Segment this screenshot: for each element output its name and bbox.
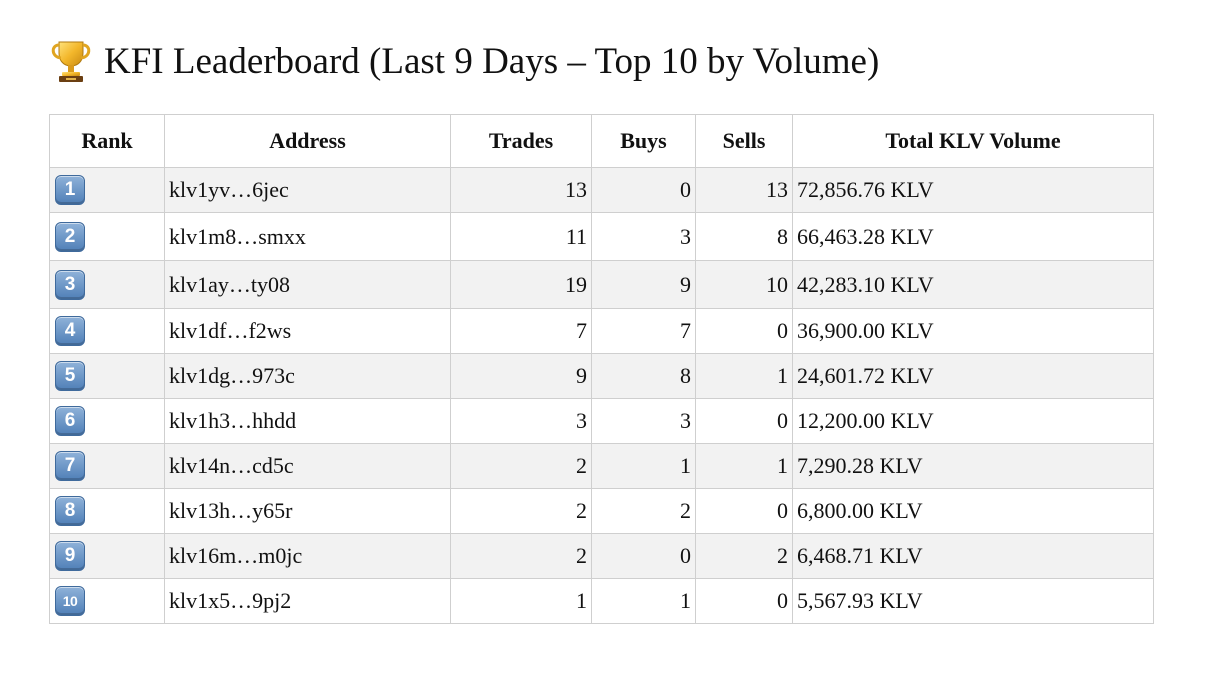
table-row: 3 klv1ay…ty08 19 9 10 42,283.10 KLV bbox=[49, 260, 1154, 309]
address-cell: klv14n…cd5c bbox=[164, 443, 451, 489]
volume-cell: 72,856.76 KLV bbox=[792, 167, 1154, 213]
trades-cell: 9 bbox=[450, 353, 592, 399]
rank-badge-icon: 4 bbox=[55, 316, 85, 346]
rank-cell: 1 bbox=[49, 167, 165, 213]
table-row: 10 klv1x5…9pj2 1 1 0 5,567.93 KLV bbox=[49, 578, 1154, 624]
address-cell: klv16m…m0jc bbox=[164, 533, 451, 579]
trades-cell: 2 bbox=[450, 443, 592, 489]
volume-cell: 24,601.72 KLV bbox=[792, 353, 1154, 399]
rank-cell: 7 bbox=[49, 443, 165, 489]
trophy-icon bbox=[50, 38, 92, 84]
buys-cell: 3 bbox=[591, 398, 696, 444]
volume-cell: 42,283.10 KLV bbox=[792, 260, 1154, 309]
rank-cell: 9 bbox=[49, 533, 165, 579]
buys-cell: 0 bbox=[591, 167, 696, 213]
sells-cell: 0 bbox=[695, 578, 793, 624]
trades-cell: 2 bbox=[450, 488, 592, 534]
rank-badge-icon: 8 bbox=[55, 496, 85, 526]
page-title: KFI Leaderboard (Last 9 Days – Top 10 by… bbox=[50, 34, 879, 88]
buys-column-header: Buys bbox=[591, 114, 696, 168]
leaderboard-table: Rank Address Trades Buys Sells Total KLV… bbox=[49, 114, 1154, 624]
trades-cell: 3 bbox=[450, 398, 592, 444]
buys-cell: 9 bbox=[591, 260, 696, 309]
sells-cell: 0 bbox=[695, 488, 793, 534]
sells-cell: 10 bbox=[695, 260, 793, 309]
rank-cell: 8 bbox=[49, 488, 165, 534]
trades-cell: 7 bbox=[450, 308, 592, 354]
address-cell: klv1dg…973c bbox=[164, 353, 451, 399]
rank-badge-icon: 10 bbox=[55, 586, 85, 616]
sells-cell: 0 bbox=[695, 308, 793, 354]
rank-cell: 5 bbox=[49, 353, 165, 399]
buys-cell: 1 bbox=[591, 578, 696, 624]
sells-cell: 1 bbox=[695, 353, 793, 399]
sells-cell: 2 bbox=[695, 533, 793, 579]
trades-cell: 13 bbox=[450, 167, 592, 213]
volume-cell: 66,463.28 KLV bbox=[792, 212, 1154, 261]
rank-badge-icon: 6 bbox=[55, 406, 85, 436]
volume-cell: 6,468.71 KLV bbox=[792, 533, 1154, 579]
rank-badge-icon: 3 bbox=[55, 269, 85, 300]
sells-column-header: Sells bbox=[695, 114, 793, 168]
address-cell: klv1ay…ty08 bbox=[164, 260, 451, 309]
rank-badge-icon: 2 bbox=[55, 221, 85, 252]
table-row: 4 klv1df…f2ws 7 7 0 36,900.00 KLV bbox=[49, 308, 1154, 354]
trades-cell: 2 bbox=[450, 533, 592, 579]
volume-cell: 7,290.28 KLV bbox=[792, 443, 1154, 489]
rank-cell: 3 bbox=[49, 260, 165, 309]
rank-badge-icon: 9 bbox=[55, 541, 85, 571]
buys-cell: 0 bbox=[591, 533, 696, 579]
buys-cell: 2 bbox=[591, 488, 696, 534]
address-column-header: Address bbox=[164, 114, 451, 168]
table-row: 1 klv1yv…6jec 13 0 13 72,856.76 KLV bbox=[49, 167, 1154, 213]
volume-cell: 6,800.00 KLV bbox=[792, 488, 1154, 534]
title-text: KFI Leaderboard (Last 9 Days – Top 10 by… bbox=[104, 40, 880, 82]
table-row: 2 klv1m8…smxx 11 3 8 66,463.28 KLV bbox=[49, 212, 1154, 261]
address-cell: klv13h…y65r bbox=[164, 488, 451, 534]
address-cell: klv1m8…smxx bbox=[164, 212, 451, 261]
rank-badge-icon: 1 bbox=[55, 175, 85, 205]
volume-cell: 36,900.00 KLV bbox=[792, 308, 1154, 354]
table-row: 6 klv1h3…hhdd 3 3 0 12,200.00 KLV bbox=[49, 398, 1154, 444]
sells-cell: 1 bbox=[695, 443, 793, 489]
sells-cell: 8 bbox=[695, 212, 793, 261]
volume-cell: 12,200.00 KLV bbox=[792, 398, 1154, 444]
table-row: 9 klv16m…m0jc 2 0 2 6,468.71 KLV bbox=[49, 533, 1154, 579]
rank-cell: 6 bbox=[49, 398, 165, 444]
buys-cell: 7 bbox=[591, 308, 696, 354]
table-header-row: Rank Address Trades Buys Sells Total KLV… bbox=[49, 114, 1154, 168]
rank-badge-icon: 7 bbox=[55, 451, 85, 481]
trades-cell: 1 bbox=[450, 578, 592, 624]
volume-column-header: Total KLV Volume bbox=[792, 114, 1154, 168]
table-row: 8 klv13h…y65r 2 2 0 6,800.00 KLV bbox=[49, 488, 1154, 534]
buys-cell: 8 bbox=[591, 353, 696, 399]
table-row: 5 klv1dg…973c 9 8 1 24,601.72 KLV bbox=[49, 353, 1154, 399]
rank-cell: 10 bbox=[49, 578, 165, 624]
rank-column-header: Rank bbox=[49, 114, 165, 168]
sells-cell: 0 bbox=[695, 398, 793, 444]
rank-badge-icon: 5 bbox=[55, 361, 85, 391]
address-cell: klv1df…f2ws bbox=[164, 308, 451, 354]
trades-column-header: Trades bbox=[450, 114, 592, 168]
trades-cell: 11 bbox=[450, 212, 592, 261]
buys-cell: 1 bbox=[591, 443, 696, 489]
table-row: 7 klv14n…cd5c 2 1 1 7,290.28 KLV bbox=[49, 443, 1154, 489]
trades-cell: 19 bbox=[450, 260, 592, 309]
address-cell: klv1yv…6jec bbox=[164, 167, 451, 213]
rank-cell: 2 bbox=[49, 212, 165, 261]
buys-cell: 3 bbox=[591, 212, 696, 261]
sells-cell: 13 bbox=[695, 167, 793, 213]
address-cell: klv1x5…9pj2 bbox=[164, 578, 451, 624]
address-cell: klv1h3…hhdd bbox=[164, 398, 451, 444]
rank-cell: 4 bbox=[49, 308, 165, 354]
volume-cell: 5,567.93 KLV bbox=[792, 578, 1154, 624]
